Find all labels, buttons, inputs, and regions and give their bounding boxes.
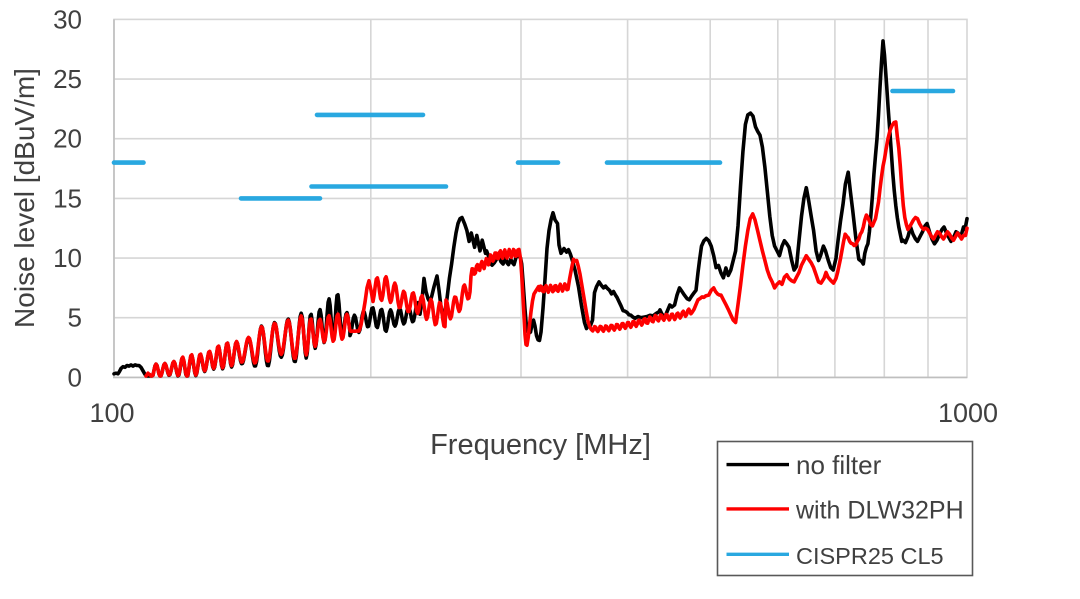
svg-text:30: 30 xyxy=(53,4,82,34)
svg-text:with DLW32PH: with DLW32PH xyxy=(795,496,964,524)
svg-text:CISPR25 CL5: CISPR25 CL5 xyxy=(796,543,944,569)
svg-text:Frequency [MHz]: Frequency [MHz] xyxy=(430,429,651,461)
svg-text:15: 15 xyxy=(53,183,82,213)
svg-text:1000: 1000 xyxy=(938,398,998,428)
svg-text:25: 25 xyxy=(53,64,82,94)
svg-text:10: 10 xyxy=(53,243,82,273)
svg-text:Noise level [dBuV/m]: Noise level [dBuV/m] xyxy=(9,68,40,328)
svg-text:5: 5 xyxy=(68,303,82,333)
svg-text:no filter: no filter xyxy=(796,450,882,480)
svg-text:20: 20 xyxy=(53,124,82,154)
svg-text:100: 100 xyxy=(89,398,134,428)
svg-text:0: 0 xyxy=(68,362,82,392)
